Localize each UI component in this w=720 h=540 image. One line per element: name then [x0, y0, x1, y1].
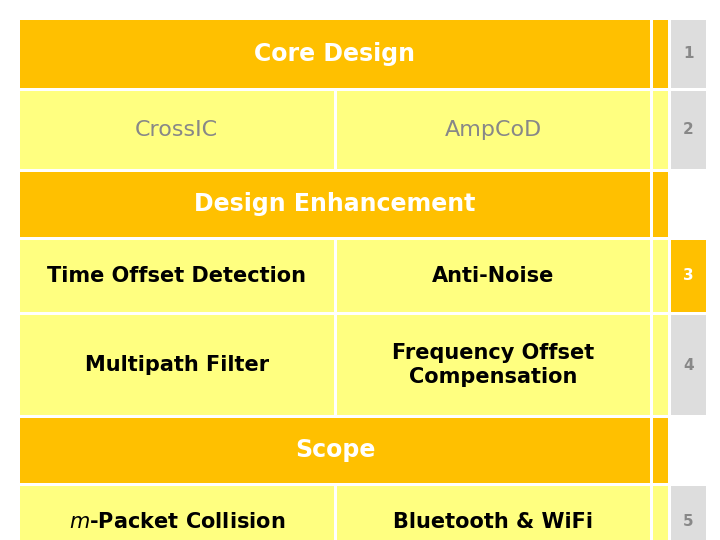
Text: Core Design: Core Design: [254, 42, 415, 66]
Text: 4: 4: [683, 357, 694, 373]
Text: 2: 2: [683, 123, 694, 138]
Text: Frequency Offset
Compensation: Frequency Offset Compensation: [392, 343, 595, 387]
Bar: [20, 486, 333, 540]
Bar: [336, 315, 650, 415]
Bar: [671, 20, 706, 88]
Bar: [336, 486, 650, 540]
Bar: [653, 418, 668, 483]
Text: 5: 5: [683, 515, 694, 530]
Text: Design Enhancement: Design Enhancement: [194, 192, 476, 217]
Text: Multipath Filter: Multipath Filter: [85, 355, 269, 375]
Bar: [671, 315, 706, 415]
Bar: [653, 20, 668, 88]
Bar: [671, 91, 706, 169]
Bar: [671, 486, 706, 540]
Bar: [336, 240, 650, 312]
Text: AmpCoD: AmpCoD: [445, 120, 542, 140]
Bar: [653, 172, 668, 237]
Text: Anti-Noise: Anti-Noise: [432, 266, 554, 286]
Bar: [20, 91, 333, 169]
Bar: [20, 418, 650, 483]
Bar: [653, 486, 668, 540]
Bar: [20, 172, 650, 237]
Text: 1: 1: [683, 46, 694, 62]
Bar: [671, 240, 706, 312]
Bar: [20, 20, 650, 88]
Text: Time Offset Detection: Time Offset Detection: [48, 266, 306, 286]
Bar: [20, 240, 333, 312]
Bar: [653, 91, 668, 169]
Bar: [653, 315, 668, 415]
Text: CrossIC: CrossIC: [135, 120, 218, 140]
Text: 3: 3: [683, 268, 694, 284]
Bar: [653, 240, 668, 312]
Text: $\mathit{m}$-Packet Collision: $\mathit{m}$-Packet Collision: [68, 512, 285, 532]
Bar: [20, 315, 333, 415]
Text: Scope: Scope: [294, 438, 375, 462]
Bar: [336, 91, 650, 169]
Text: Bluetooth & WiFi: Bluetooth & WiFi: [393, 512, 593, 532]
